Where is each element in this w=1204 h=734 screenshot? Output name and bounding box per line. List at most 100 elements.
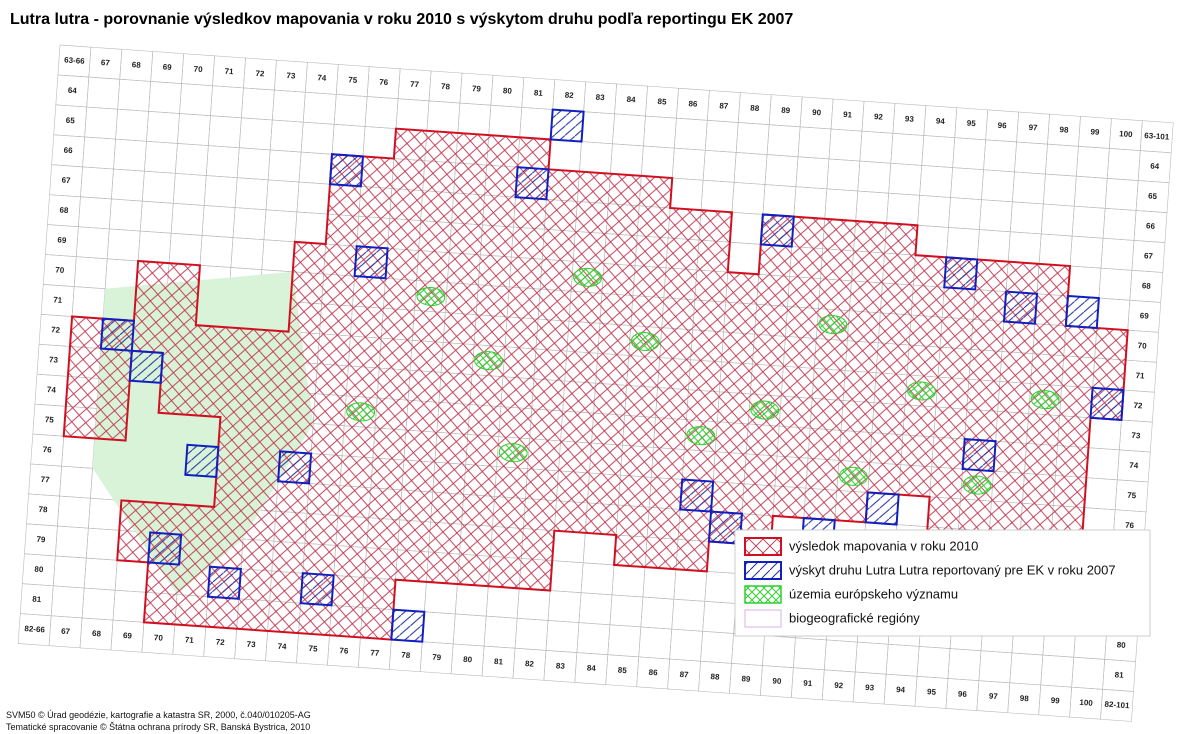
legend-box: [734, 529, 1151, 637]
grid-label: 72: [255, 69, 265, 79]
grid-label: 92: [874, 112, 884, 122]
grid-label: 63-66: [64, 55, 86, 65]
map-title: Lutra lutra - porovnanie výsledkov mapov…: [10, 11, 793, 28]
grid-label: 89: [781, 106, 791, 116]
protected-area: [346, 402, 376, 422]
grid-label: 69: [123, 631, 133, 641]
grid: 63-66 67 68 69 70 71 72 73 74 75 76 77 78 79 80 81 82 83 8…: [17, 44, 1174, 722]
grid-label: 72: [1133, 401, 1143, 411]
grid-label: 68: [92, 629, 102, 639]
grid-label: 84: [587, 663, 597, 673]
grid-label: 90: [812, 108, 822, 118]
protected-area: [573, 267, 603, 287]
grid-label: 71: [224, 67, 234, 77]
grid-label: 78: [38, 505, 48, 515]
grid-label: 99: [1090, 127, 1100, 137]
grid-label: 69: [1139, 311, 1149, 321]
grid-label: 99: [1050, 696, 1060, 706]
grid-label: 90: [772, 676, 782, 686]
protected-area: [474, 351, 504, 371]
footer-line: SVM50 © Úrad geodézie, kartografie a kat…: [6, 710, 311, 720]
reported-cell: [514, 166, 550, 201]
grid-label: 68: [132, 60, 142, 70]
reported-cell: [961, 438, 997, 473]
grid-label: 64: [1150, 161, 1160, 171]
grid-label: 94: [896, 685, 906, 695]
grid-label: 67: [1144, 251, 1154, 261]
grid-label: 66: [63, 146, 73, 156]
grid-label: 98: [1059, 125, 1069, 135]
grid-label: 78: [401, 650, 411, 660]
grid-label: 82: [525, 659, 535, 669]
reported-cell: [99, 317, 136, 352]
grid-label: 76: [379, 77, 389, 87]
grid-label: 70: [154, 633, 164, 643]
grid-label: 77: [410, 80, 420, 90]
legend-swatch: [744, 537, 782, 556]
grid-label: 79: [472, 84, 482, 94]
grid-label: 73: [246, 640, 256, 650]
grid-label: 76: [1125, 521, 1135, 531]
grid-label: 83: [595, 93, 605, 103]
grid-label: 82: [564, 90, 574, 100]
grid-label: 76: [339, 646, 349, 656]
legend: výsledok mapovania v roku 2010 výskyt dr…: [734, 529, 1151, 637]
grid-label: 65: [66, 116, 76, 126]
grid-label: 88: [710, 672, 720, 682]
reported-cell: [206, 565, 242, 600]
grid-cell: [1100, 688, 1134, 722]
protected-area: [818, 315, 848, 335]
grid-label: 78: [441, 82, 451, 92]
grid-label: 71: [1135, 371, 1145, 381]
grid-label: 66: [1146, 221, 1156, 231]
protected-area: [750, 400, 780, 420]
grid-label: 75: [45, 415, 55, 425]
grid-label: 80: [463, 655, 473, 665]
grid-label: 91: [803, 679, 813, 689]
legend-swatch: [744, 561, 782, 580]
grid-label: 96: [958, 689, 968, 699]
reported-cell: [679, 478, 715, 513]
grid-label: 71: [185, 635, 195, 645]
reported-cell: [1089, 386, 1125, 422]
grid-label: 87: [679, 670, 689, 680]
grid-label: 71: [53, 295, 63, 305]
grid-label: 67: [61, 176, 71, 186]
grid-label: 85: [657, 97, 667, 107]
reported-cell: [1002, 290, 1039, 325]
grid-label: 77: [370, 648, 380, 658]
grid-label: 97: [1028, 123, 1038, 133]
grid-label: 82-66: [24, 624, 46, 634]
grid-label: 84: [626, 95, 636, 105]
grid-label: 94: [936, 116, 946, 126]
grid-label: 82-101: [1104, 700, 1130, 711]
grid-label: 69: [162, 62, 172, 72]
protected-area: [686, 426, 716, 446]
protected-area: [1030, 390, 1060, 410]
grid-label: 79: [36, 535, 46, 545]
reported-cell: [759, 213, 795, 248]
reported-cell: [549, 108, 585, 143]
grid-label: 63-101: [1144, 131, 1170, 142]
grid-label: 86: [688, 99, 698, 109]
grid-label: 74: [317, 73, 327, 83]
grid-label: 88: [750, 103, 760, 113]
grid-label: 92: [834, 681, 844, 691]
grid-label: 89: [741, 674, 751, 684]
grid-label: 83: [556, 661, 566, 671]
grid-label: 81: [1114, 670, 1124, 680]
grid-label: 70: [1137, 341, 1147, 351]
grid-label: 81: [494, 657, 504, 667]
grid-label: 74: [277, 642, 287, 652]
grid-label: 70: [193, 65, 203, 75]
grid-label: 93: [865, 683, 875, 693]
reported-cell: [353, 245, 389, 280]
legend-swatch: [744, 585, 782, 604]
grid-label: 80: [34, 565, 44, 575]
reported-cell: [277, 450, 313, 485]
reported-cell: [943, 256, 979, 291]
grid-label: 72: [51, 325, 61, 335]
grid-label: 72: [215, 637, 225, 647]
reported-cell: [328, 153, 365, 188]
